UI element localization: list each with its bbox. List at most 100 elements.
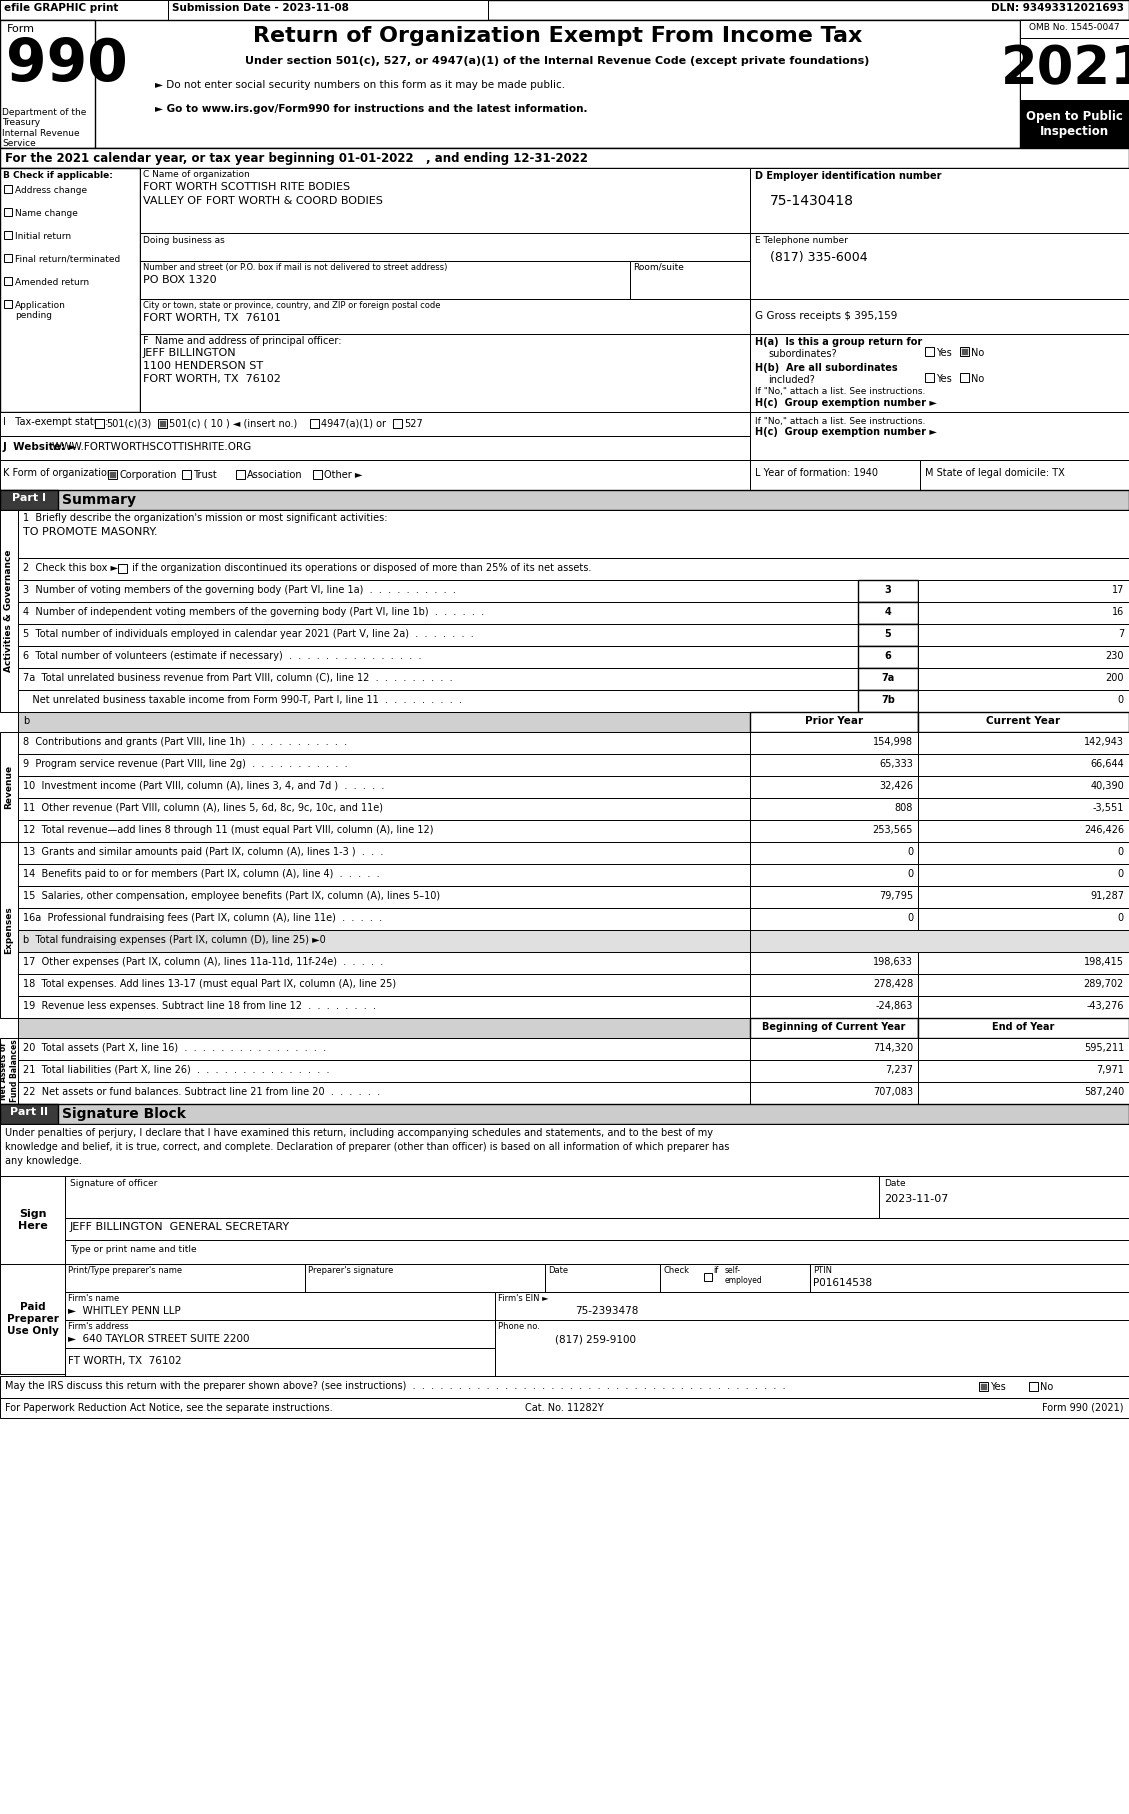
Text: Net unrelated business taxable income from Form 990-T, Part I, line 11  .  .  . : Net unrelated business taxable income fr… — [23, 695, 462, 706]
Text: Number and street (or P.O. box if mail is not delivered to street address): Number and street (or P.O. box if mail i… — [143, 263, 447, 272]
Text: H(a)  Is this a group return for: H(a) Is this a group return for — [755, 337, 922, 346]
Bar — [750, 412, 1129, 461]
Text: any knowledge.: any knowledge. — [5, 1156, 82, 1166]
Bar — [918, 996, 1129, 1018]
Bar — [65, 1217, 1129, 1241]
Bar — [750, 461, 920, 490]
Bar — [545, 1264, 660, 1292]
Bar — [980, 1384, 987, 1390]
Text: Other ►: Other ► — [324, 470, 362, 481]
Text: Date: Date — [884, 1179, 905, 1188]
Bar — [0, 490, 1129, 510]
Bar — [858, 668, 918, 689]
Text: 990: 990 — [6, 36, 128, 93]
Bar — [313, 470, 322, 479]
Bar — [858, 580, 918, 602]
Bar — [1019, 20, 1129, 149]
Bar — [65, 1241, 1129, 1264]
Text: 79,795: 79,795 — [878, 891, 913, 902]
Text: 40,390: 40,390 — [1091, 782, 1124, 791]
Text: 65,333: 65,333 — [879, 758, 913, 769]
Bar — [495, 1321, 1129, 1377]
Bar — [140, 299, 750, 334]
Bar — [18, 842, 750, 863]
Bar — [1019, 100, 1129, 149]
Text: 20  Total assets (Part X, line 16)  .  .  .  .  .  .  .  .  .  .  .  .  .  .  . : 20 Total assets (Part X, line 16) . . . … — [23, 1043, 326, 1052]
Text: 21  Total liabilities (Part X, line 26)  .  .  .  .  .  .  .  .  .  .  .  .  .  : 21 Total liabilities (Part X, line 26) .… — [23, 1065, 330, 1076]
Text: Beginning of Current Year: Beginning of Current Year — [762, 1021, 905, 1032]
Bar — [918, 689, 1129, 713]
Text: Form 990 (2021): Form 990 (2021) — [1042, 1402, 1124, 1413]
Text: FORT WORTH, TX  76101: FORT WORTH, TX 76101 — [143, 314, 281, 323]
Text: No: No — [971, 348, 984, 357]
Bar — [918, 668, 1129, 689]
Text: if: if — [714, 1266, 718, 1275]
Text: 12  Total revenue—add lines 8 through 11 (must equal Part VIII, column (A), line: 12 Total revenue—add lines 8 through 11 … — [23, 825, 434, 834]
Bar — [750, 974, 918, 996]
Text: Yes: Yes — [936, 348, 952, 357]
Bar — [0, 169, 140, 412]
Bar — [918, 646, 1129, 668]
Text: End of Year: End of Year — [992, 1021, 1054, 1032]
Bar — [140, 169, 750, 232]
Bar — [750, 713, 918, 733]
Bar — [918, 733, 1129, 755]
Bar — [0, 842, 18, 1018]
Text: 8  Contributions and grants (Part VIII, line 1h)  .  .  .  .  .  .  .  .  .  .  : 8 Contributions and grants (Part VIII, l… — [23, 736, 347, 747]
Text: 7a: 7a — [882, 673, 894, 684]
Text: Preparer's signature: Preparer's signature — [308, 1266, 393, 1275]
Text: 11  Other revenue (Part VIII, column (A), lines 5, 6d, 8c, 9c, 10c, and 11e): 11 Other revenue (Part VIII, column (A),… — [23, 804, 383, 813]
Text: Paid
Preparer
Use Only: Paid Preparer Use Only — [7, 1302, 59, 1335]
Text: 0: 0 — [1118, 869, 1124, 880]
Bar — [0, 1105, 58, 1125]
Text: Form: Form — [7, 24, 35, 34]
Bar — [140, 232, 750, 261]
Bar — [750, 885, 918, 909]
Text: OMB No. 1545-0047: OMB No. 1545-0047 — [1029, 24, 1119, 33]
Text: C Name of organization: C Name of organization — [143, 171, 250, 180]
Text: 75-1430418: 75-1430418 — [770, 194, 854, 209]
Bar — [140, 261, 630, 299]
Text: J  Website: ►: J Website: ► — [3, 443, 78, 452]
Bar — [65, 1175, 879, 1217]
Bar — [750, 299, 1129, 334]
Text: 2021: 2021 — [1000, 44, 1129, 94]
Text: DLN: 93493312021693: DLN: 93493312021693 — [991, 4, 1124, 13]
Text: Expenses: Expenses — [5, 907, 14, 954]
Text: ► Go to www.irs.gov/Form990 for instructions and the latest information.: ► Go to www.irs.gov/Form990 for instruct… — [155, 103, 587, 114]
Bar — [918, 713, 1129, 733]
Text: Summary: Summary — [62, 493, 135, 506]
Text: K Form of organization:: K Form of organization: — [3, 468, 116, 479]
Text: subordinates?: subordinates? — [768, 348, 837, 359]
Text: 16a  Professional fundraising fees (Part IX, column (A), line 11e)  .  .  .  .  : 16a Professional fundraising fees (Part … — [23, 912, 382, 923]
Bar — [750, 776, 918, 798]
Text: Initial return: Initial return — [15, 232, 71, 241]
Text: B Check if applicable:: B Check if applicable: — [3, 171, 113, 180]
Text: Signature of officer: Signature of officer — [70, 1179, 157, 1188]
Bar — [918, 1038, 1129, 1059]
Text: 13  Grants and similar amounts paid (Part IX, column (A), lines 1-3 )  .  .  .: 13 Grants and similar amounts paid (Part… — [23, 847, 384, 856]
Text: F  Name and address of principal officer:: F Name and address of principal officer: — [143, 336, 341, 346]
Bar — [918, 909, 1129, 931]
Bar — [18, 646, 858, 668]
Bar — [660, 1264, 809, 1292]
Text: (817) 335-6004: (817) 335-6004 — [770, 250, 867, 265]
Bar — [918, 580, 1129, 602]
Bar — [5, 230, 12, 239]
Text: 198,633: 198,633 — [873, 958, 913, 967]
Bar — [159, 421, 166, 426]
Text: FORT WORTH SCOTTISH RITE BODIES: FORT WORTH SCOTTISH RITE BODIES — [143, 181, 350, 192]
Bar — [0, 20, 1129, 149]
Text: if the organization discontinued its operations or disposed of more than 25% of : if the organization discontinued its ope… — [129, 562, 592, 573]
Bar — [18, 580, 858, 602]
Text: Current Year: Current Year — [987, 717, 1060, 726]
Bar — [65, 1264, 305, 1292]
Text: 7: 7 — [1118, 629, 1124, 639]
Bar — [140, 334, 750, 412]
Bar — [750, 820, 918, 842]
Text: Part I: Part I — [12, 493, 46, 502]
Bar — [750, 1038, 918, 1059]
Bar — [918, 820, 1129, 842]
Text: 527: 527 — [404, 419, 422, 428]
Bar — [962, 348, 968, 354]
